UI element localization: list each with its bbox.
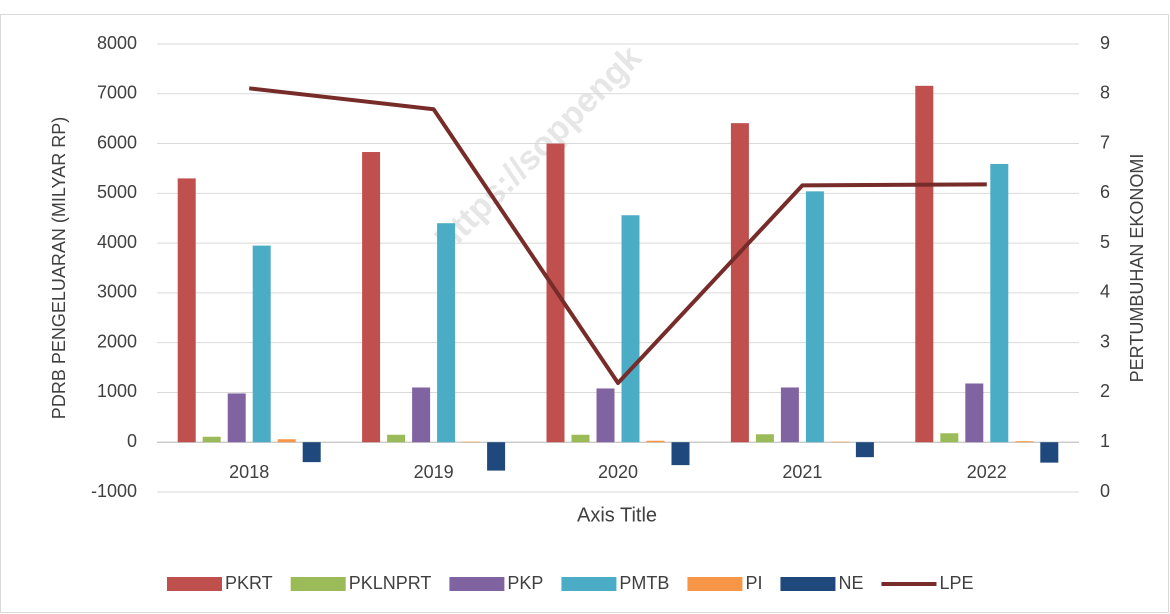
y2-tick-label: 5 [1100, 232, 1110, 252]
bar [487, 442, 506, 471]
bar [855, 442, 874, 458]
x-tick-label: 2020 [598, 462, 638, 482]
y-tick-label: 1000 [97, 381, 137, 401]
y2-tick-label: 9 [1100, 33, 1110, 53]
bar [277, 439, 296, 443]
bar [915, 85, 934, 443]
legend-label: NE [838, 573, 863, 593]
bar [940, 433, 959, 443]
bar [755, 434, 774, 443]
legend-label: PKRT [225, 573, 273, 593]
y2-tick-label: 6 [1100, 182, 1110, 202]
y2-tick-label: 2 [1100, 381, 1110, 401]
y2-tick-label: 7 [1100, 132, 1110, 152]
y-tick-label: 6000 [97, 132, 137, 152]
bar [412, 387, 431, 443]
bar [437, 223, 456, 443]
bar [671, 442, 690, 466]
y-tick-label: 2000 [97, 331, 137, 351]
bar [202, 436, 221, 443]
x-axis-title: Axis Title [577, 504, 657, 526]
x-tick-label: 2021 [782, 462, 822, 482]
y2-tick-label: 3 [1100, 331, 1110, 351]
legend-swatch [561, 577, 617, 591]
legend-swatch [290, 577, 346, 591]
bar [387, 434, 406, 443]
bar [227, 393, 246, 443]
bar [646, 440, 665, 443]
y-tick-label: 7000 [97, 83, 137, 103]
legend-label: PKLNPRT [349, 573, 432, 593]
x-tick-label: 2018 [229, 462, 269, 482]
bar [780, 387, 799, 443]
y-axis-title: PDRB PENGELUARAN (MILYAR RP) [49, 117, 69, 419]
bar [571, 434, 590, 443]
bar [177, 178, 196, 443]
x-tick-label: 2019 [414, 462, 454, 482]
legend-swatch [449, 577, 505, 591]
bar [302, 442, 321, 463]
y-tick-label: 5000 [97, 182, 137, 202]
y-tick-label: 4000 [97, 232, 137, 252]
legend-label: PKP [507, 573, 543, 593]
legend-swatch [167, 577, 222, 591]
legend-swatch [687, 577, 743, 591]
x-tick-label: 2022 [967, 462, 1007, 482]
bar [362, 152, 381, 443]
bar [252, 245, 271, 443]
y2-tick-label: 1 [1100, 431, 1110, 451]
legend-label: PMTB [619, 573, 669, 593]
legend-label: PI [745, 573, 762, 593]
y2-tick-label: 8 [1100, 83, 1110, 103]
legend-swatch [780, 577, 836, 591]
bar [805, 191, 824, 443]
y2-axis-title: PERTUMBUHAN EKONOMI [1127, 154, 1147, 383]
legend-label: LPE [939, 573, 973, 593]
y-tick-label: 0 [127, 431, 137, 451]
bar [596, 388, 615, 443]
bar [730, 123, 749, 443]
y-tick-label: -1000 [91, 481, 137, 501]
bar [1040, 442, 1059, 463]
line-series [248, 86, 987, 385]
bar [621, 215, 640, 443]
y2-tick-label: 0 [1100, 481, 1110, 501]
y2-tick-label: 4 [1100, 282, 1110, 302]
bar [1015, 441, 1034, 443]
y-tick-label: 8000 [97, 33, 137, 53]
y-tick-label: 3000 [97, 282, 137, 302]
bar [990, 163, 1009, 443]
bar [965, 383, 984, 443]
